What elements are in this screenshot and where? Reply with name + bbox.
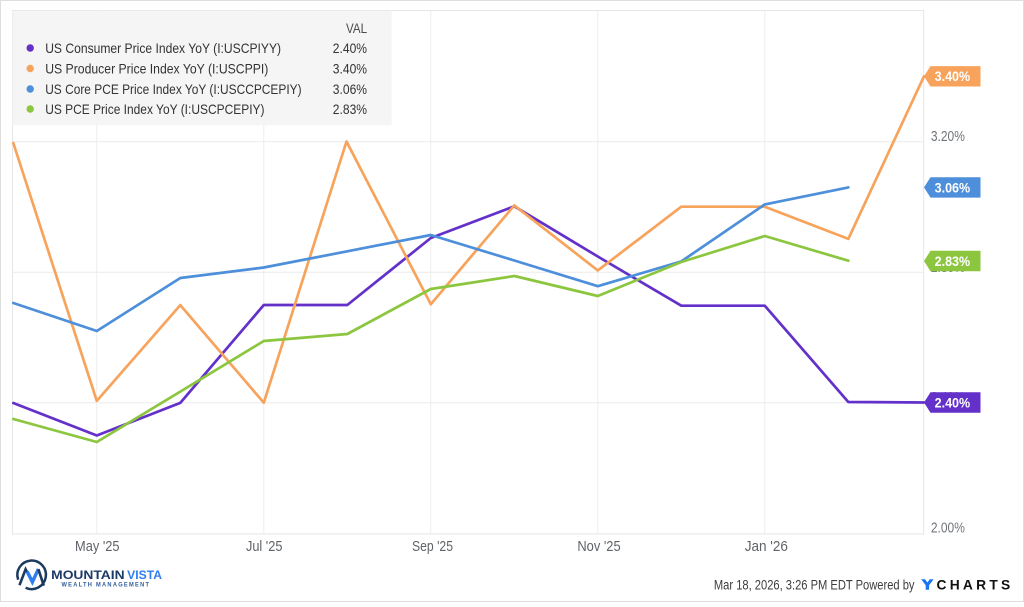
svg-text:US Consumer Price Index YoY (I: US Consumer Price Index YoY (I:USCPIYY) xyxy=(45,41,281,56)
svg-text:3.20%: 3.20% xyxy=(931,129,965,145)
svg-text:Mar 18, 2026, 3:26 PM EDT Powe: Mar 18, 2026, 3:26 PM EDT Powered by xyxy=(714,578,915,594)
svg-text:Sep '25: Sep '25 xyxy=(412,539,453,555)
svg-text:US Core PCE Price Index YoY (I: US Core PCE Price Index YoY (I:USCCPCEPI… xyxy=(45,82,301,97)
svg-text:US Producer Price Index YoY (I: US Producer Price Index YoY (I:USCPPI) xyxy=(45,62,268,77)
svg-text:3.06%: 3.06% xyxy=(333,82,367,97)
svg-text:WEALTH MANAGEMENT: WEALTH MANAGEMENT xyxy=(62,581,151,588)
svg-text:3.40%: 3.40% xyxy=(333,62,367,77)
svg-text:Nov '25: Nov '25 xyxy=(577,539,620,555)
svg-text:2.00%: 2.00% xyxy=(931,520,965,536)
svg-text:3.06%: 3.06% xyxy=(935,179,971,195)
svg-text:2.83%: 2.83% xyxy=(935,253,971,269)
svg-text:2.83%: 2.83% xyxy=(333,102,367,117)
svg-text:CHARTS: CHARTS xyxy=(937,578,1014,593)
svg-text:2.40%: 2.40% xyxy=(333,41,367,56)
svg-text:US PCE Price Index YoY (I:USCP: US PCE Price Index YoY (I:USCPCEPIY) xyxy=(45,102,264,117)
svg-text:Jul '25: Jul '25 xyxy=(246,539,283,555)
svg-text:VAL: VAL xyxy=(346,21,367,36)
svg-text:MOUNTAIN: MOUNTAIN xyxy=(51,569,124,582)
svg-text:Jan '26: Jan '26 xyxy=(745,539,788,555)
svg-text:2.40%: 2.40% xyxy=(935,394,971,410)
svg-text:3.40%: 3.40% xyxy=(935,68,971,84)
svg-text:May '25: May '25 xyxy=(75,539,120,555)
svg-text:VISTA: VISTA xyxy=(127,569,162,582)
